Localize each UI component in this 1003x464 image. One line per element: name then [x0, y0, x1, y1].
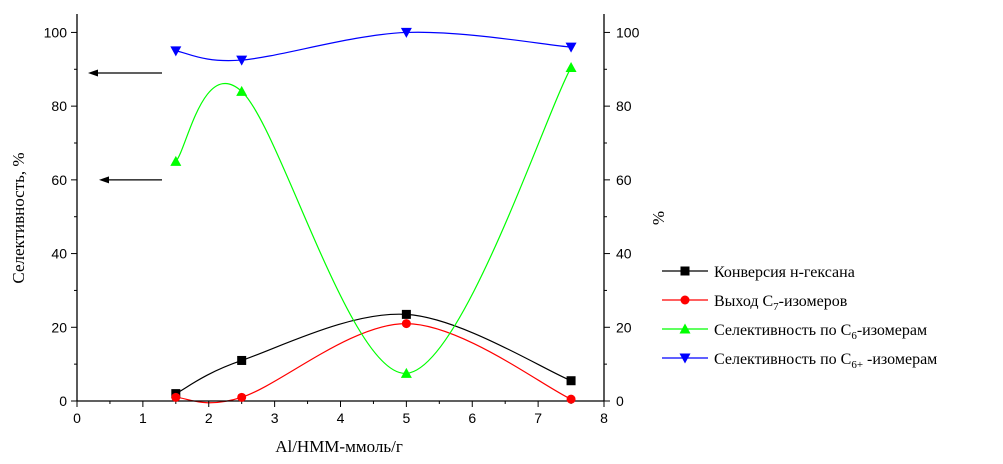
data-point-series-3	[565, 61, 577, 72]
annotation-arrow-head	[88, 69, 98, 77]
x-tick-label: 2	[205, 410, 213, 426]
y-axis-label: Селективность, %	[9, 152, 28, 283]
annotation-arrow-head	[99, 176, 109, 184]
x-tick-label: 7	[534, 410, 542, 426]
curves	[175, 31, 572, 404]
data-point-series-3	[236, 85, 248, 96]
y2-tick-label: 100	[616, 24, 640, 40]
x-axis-label: Al/HMM-ммоль/г	[275, 437, 403, 456]
legend-marker-4	[679, 353, 691, 364]
y2-tick-label: 40	[616, 246, 632, 262]
y2-axis-label: %	[649, 211, 668, 225]
data-point-series-4	[170, 46, 182, 57]
legend-label-2: Выход C7-изомеров	[714, 293, 848, 313]
y-tick-label: 100	[44, 24, 68, 40]
data-point-series-4	[565, 42, 577, 53]
x-tick-label: 0	[73, 410, 81, 426]
y2-tick-label: 20	[616, 319, 632, 335]
data-point-series-4	[400, 27, 412, 38]
legend-label-4: Селективность по C6+ -изомерам	[714, 351, 937, 371]
legend-label-3: Селективность по C6-изомерам	[714, 322, 927, 342]
x-tick-label: 4	[337, 410, 345, 426]
y-tick-label: 20	[51, 319, 67, 335]
y-tick-label: 0	[59, 393, 67, 409]
data-point-series-1	[401, 309, 411, 319]
legend: Конверсия н-гексана Выход C7-изомеров Селе…	[662, 264, 937, 371]
y2-tick-label: 80	[616, 98, 632, 114]
data-point-series-3	[400, 367, 412, 378]
series-line-4	[175, 31, 572, 62]
data-point-series-3	[170, 155, 182, 166]
y2-tick-label: 0	[616, 393, 624, 409]
series-line-2	[175, 322, 572, 404]
data-point-series-1	[237, 355, 247, 365]
legend-marker-2	[680, 295, 690, 305]
x-tick-label: 5	[402, 410, 410, 426]
legend-marker-1	[680, 266, 690, 276]
x-tick-label: 3	[271, 410, 279, 426]
y2-tick-label: 60	[616, 172, 632, 188]
y-tick-label: 60	[51, 172, 67, 188]
data-point-series-4	[236, 55, 248, 66]
data-point-series-2	[237, 392, 247, 402]
series-line-1	[175, 313, 572, 395]
series-line-3	[175, 67, 572, 374]
data-point-series-1	[566, 376, 576, 386]
annotation-arrows	[88, 69, 162, 184]
x-tick-label: 6	[468, 410, 476, 426]
data-point-series-2	[171, 392, 181, 402]
data-point-series-2	[401, 319, 411, 329]
x-tick-label: 8	[600, 410, 608, 426]
legend-label-1: Конверсия н-гексана	[714, 264, 855, 281]
markers	[170, 27, 577, 404]
y-tick-label: 40	[51, 246, 67, 262]
x-tick-label: 1	[139, 410, 147, 426]
data-point-series-2	[566, 394, 576, 404]
legend-marker-3	[679, 323, 691, 334]
y-tick-label: 80	[51, 98, 67, 114]
